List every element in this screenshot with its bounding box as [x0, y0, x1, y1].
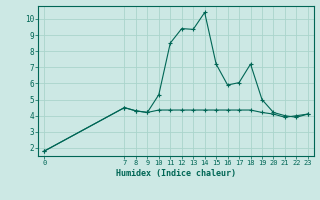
X-axis label: Humidex (Indice chaleur): Humidex (Indice chaleur)	[116, 169, 236, 178]
